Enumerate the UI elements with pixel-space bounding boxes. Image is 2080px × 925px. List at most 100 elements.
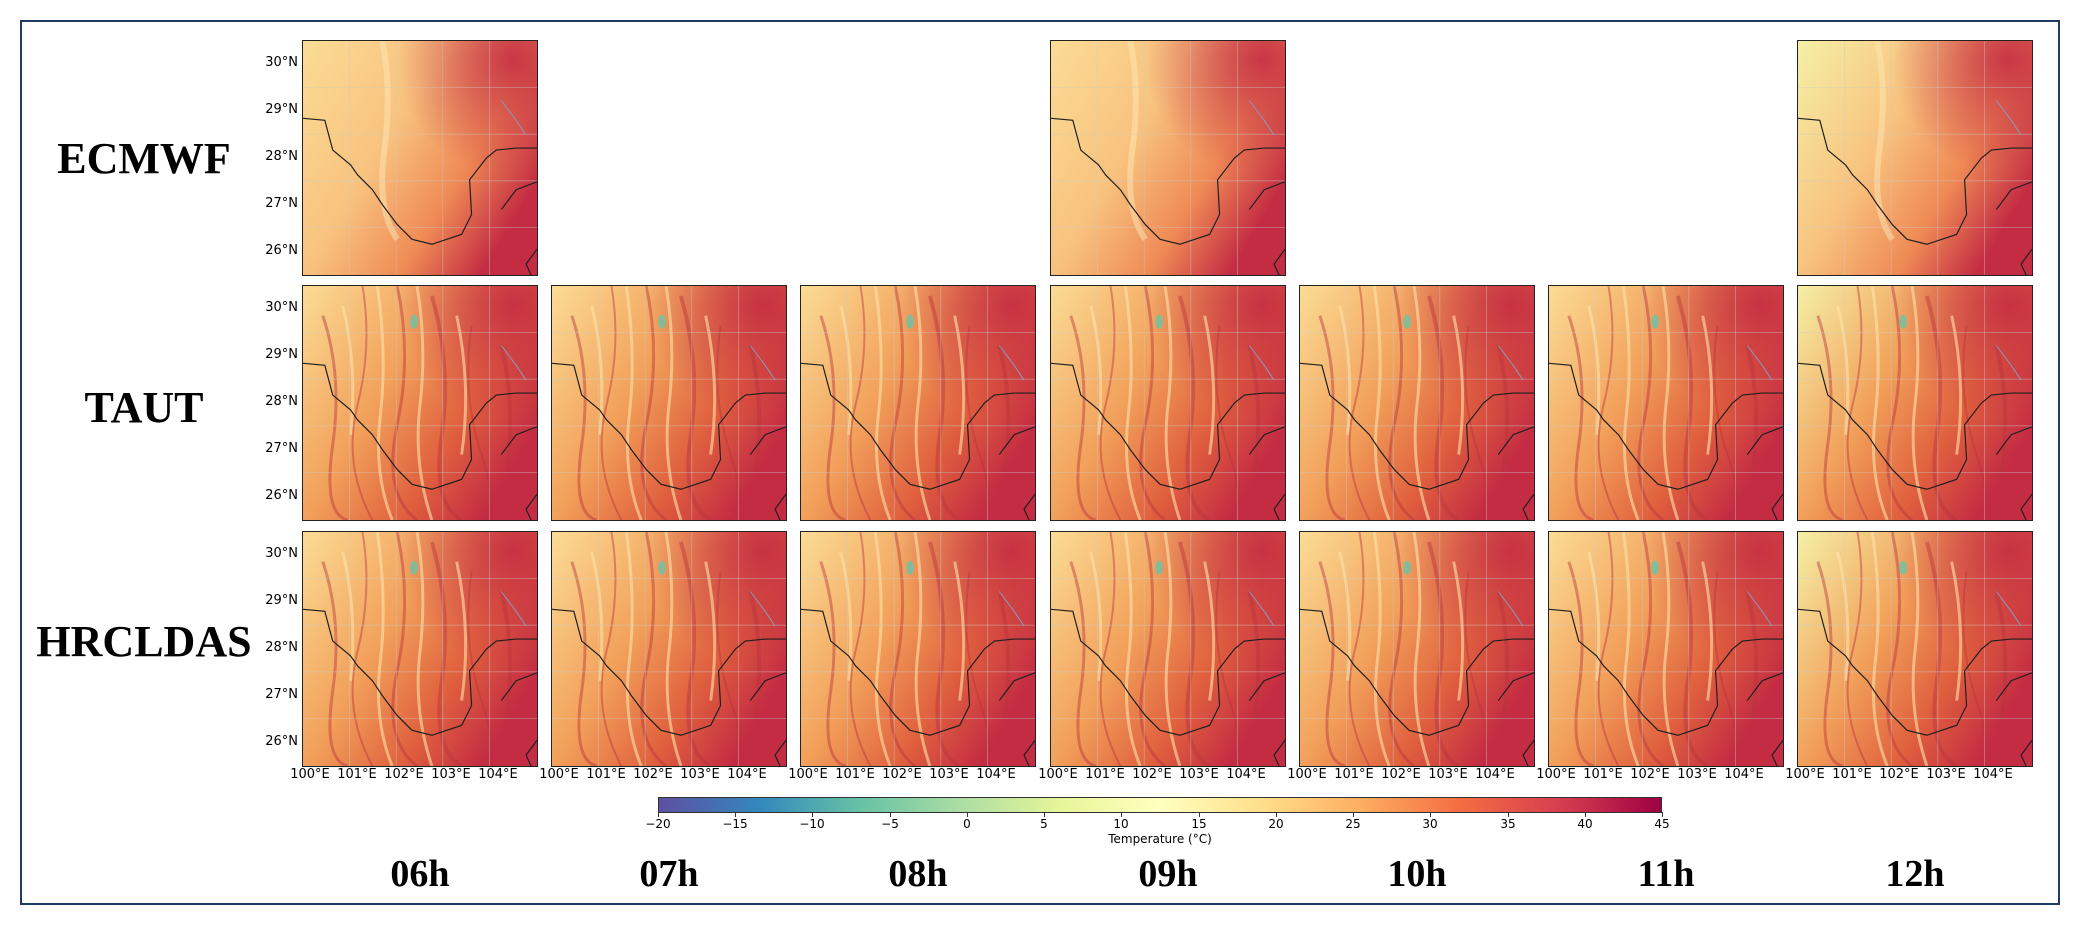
time-label-07h: 07h — [639, 853, 699, 895]
lon-tick-label: 100°E — [1785, 767, 1825, 782]
colorbar-tick-mark — [1662, 812, 1663, 817]
time-label-08h: 08h — [888, 853, 948, 895]
lon-tick-label: 103°E — [1179, 767, 1219, 782]
lon-tick-label: 103°E — [1428, 767, 1468, 782]
time-label-11h: 11h — [1637, 853, 1695, 895]
map-panel-taut-09h — [1050, 285, 1286, 521]
colorbar-tick-mark — [1508, 812, 1509, 817]
lon-tick-label: 101°E — [1085, 767, 1125, 782]
colorbar — [658, 797, 1662, 813]
map-panel-hrcldas-10h — [1299, 531, 1535, 767]
map-panel-taut-10h — [1299, 285, 1535, 521]
time-label-10h: 10h — [1387, 853, 1447, 895]
lon-tick-label: 103°E — [431, 767, 471, 782]
colorbar-tick-label: 45 — [1654, 817, 1670, 831]
map-panel-ecmwf-06h — [302, 40, 538, 276]
colorbar-tick-mark — [967, 812, 968, 817]
row-label-hrcldas: HRCLDAS — [36, 617, 252, 666]
map-panel-hrcldas-11h — [1548, 531, 1784, 767]
colorbar-tick-label: 10 — [1113, 817, 1129, 831]
colorbar-tick-label: 25 — [1345, 817, 1361, 831]
time-label-09h: 09h — [1138, 853, 1198, 895]
lat-tick-label: 27°N — [265, 687, 298, 702]
map-panel-taut-06h — [302, 285, 538, 521]
lon-tick-label: 102°E — [384, 767, 424, 782]
lat-tick-label: 29°N — [265, 347, 298, 362]
lon-tick-label: 100°E — [1536, 767, 1576, 782]
lon-tick-label: 104°E — [976, 767, 1016, 782]
lat-tick-label: 26°N — [265, 734, 298, 749]
colorbar-tick-mark — [1199, 812, 1200, 817]
lat-tick-label: 30°N — [265, 546, 298, 561]
map-panel-hrcldas-07h — [551, 531, 787, 767]
lon-tick-label: 102°E — [633, 767, 673, 782]
time-label-12h: 12h — [1885, 853, 1945, 895]
colorbar-tick-label: −5 — [881, 817, 899, 831]
colorbar-tick-mark — [1585, 812, 1586, 817]
lon-tick-label: 100°E — [290, 767, 330, 782]
colorbar-tick-label: −15 — [722, 817, 748, 831]
lon-tick-label: 103°E — [680, 767, 720, 782]
map-panel-taut-08h — [800, 285, 1036, 521]
lat-tick-label: 26°N — [265, 488, 298, 503]
colorbar-tick-mark — [658, 812, 659, 817]
colorbar-tick-label: 35 — [1500, 817, 1516, 831]
lon-tick-label: 101°E — [1334, 767, 1374, 782]
lon-tick-label: 104°E — [1475, 767, 1515, 782]
lon-tick-label: 103°E — [929, 767, 969, 782]
lon-tick-label: 100°E — [539, 767, 579, 782]
time-label-06h: 06h — [390, 853, 450, 895]
colorbar-title: Temperature (°C) — [1108, 832, 1212, 846]
lon-tick-label: 102°E — [1879, 767, 1919, 782]
lon-tick-label: 103°E — [1677, 767, 1717, 782]
map-panel-ecmwf-12h — [1797, 40, 2033, 276]
colorbar-tick-label: −10 — [799, 817, 825, 831]
lon-tick-label: 104°E — [1226, 767, 1266, 782]
colorbar-tick-mark — [1276, 812, 1277, 817]
map-panel-taut-11h — [1548, 285, 1784, 521]
map-panel-taut-07h — [551, 285, 787, 521]
figure-frame — [20, 20, 2060, 905]
map-panel-hrcldas-08h — [800, 531, 1036, 767]
lat-tick-label: 27°N — [265, 196, 298, 211]
map-panel-ecmwf-09h — [1050, 40, 1286, 276]
lon-tick-label: 102°E — [1132, 767, 1172, 782]
colorbar-tick-mark — [1430, 812, 1431, 817]
lon-tick-label: 101°E — [1832, 767, 1872, 782]
row-label-ecmwf: ECMWF — [57, 134, 231, 183]
lon-tick-label: 104°E — [478, 767, 518, 782]
colorbar-tick-mark — [890, 812, 891, 817]
lon-tick-label: 100°E — [1287, 767, 1327, 782]
map-panel-hrcldas-12h — [1797, 531, 2033, 767]
lon-tick-label: 102°E — [1381, 767, 1421, 782]
colorbar-tick-label: 15 — [1191, 817, 1207, 831]
row-label-taut: TAUT — [84, 383, 204, 432]
lon-tick-label: 102°E — [882, 767, 922, 782]
lat-tick-label: 28°N — [265, 640, 298, 655]
colorbar-tick-mark — [812, 812, 813, 817]
colorbar-tick-mark — [1044, 812, 1045, 817]
colorbar-tick-label: 30 — [1422, 817, 1438, 831]
lat-tick-label: 29°N — [265, 593, 298, 608]
lon-tick-label: 104°E — [1724, 767, 1764, 782]
lon-tick-label: 101°E — [1583, 767, 1623, 782]
lat-tick-label: 27°N — [265, 441, 298, 456]
lon-tick-label: 100°E — [1038, 767, 1078, 782]
lon-tick-label: 103°E — [1926, 767, 1966, 782]
colorbar-tick-mark — [1121, 812, 1122, 817]
lat-tick-label: 28°N — [265, 394, 298, 409]
colorbar-tick-label: −20 — [645, 817, 671, 831]
colorbar-tick-label: 5 — [1040, 817, 1048, 831]
lon-tick-label: 104°E — [1973, 767, 2013, 782]
lon-tick-label: 102°E — [1630, 767, 1670, 782]
colorbar-tick-label: 0 — [963, 817, 971, 831]
map-panel-hrcldas-06h — [302, 531, 538, 767]
colorbar-tick-mark — [735, 812, 736, 817]
lat-tick-label: 30°N — [265, 300, 298, 315]
lat-tick-label: 28°N — [265, 149, 298, 164]
map-panel-hrcldas-09h — [1050, 531, 1286, 767]
colorbar-tick-label: 20 — [1268, 817, 1284, 831]
lat-tick-label: 26°N — [265, 243, 298, 258]
lon-tick-label: 101°E — [835, 767, 875, 782]
lon-tick-label: 101°E — [337, 767, 377, 782]
